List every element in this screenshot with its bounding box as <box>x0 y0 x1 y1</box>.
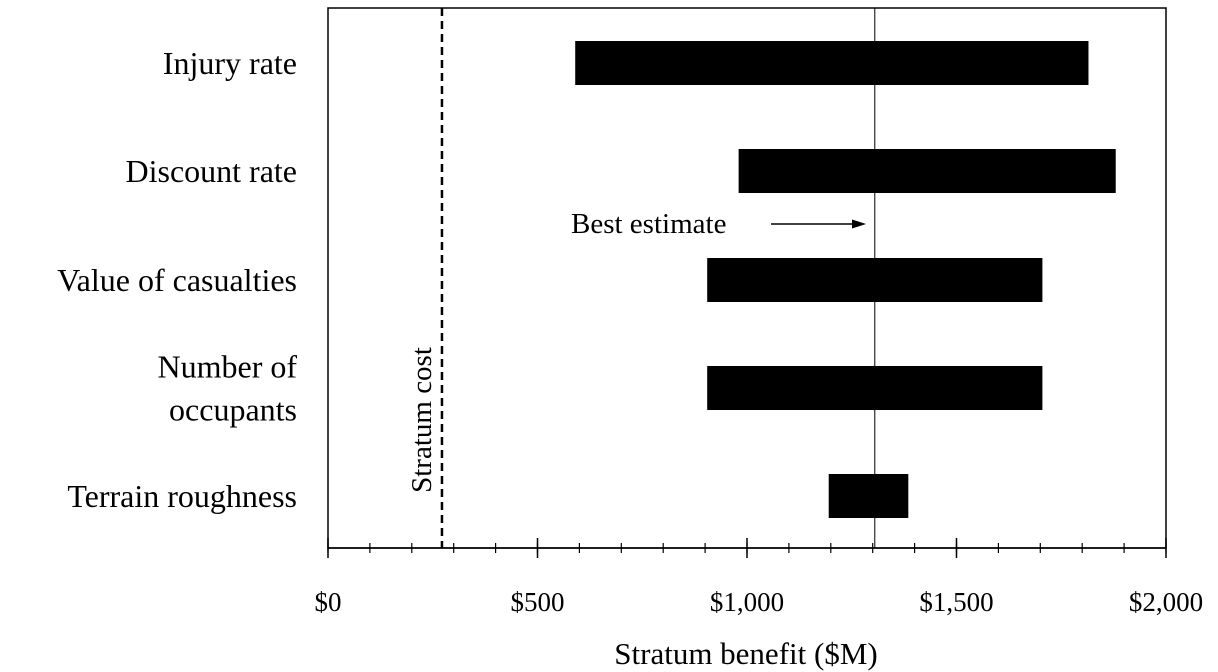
category-label: occupants <box>169 392 297 428</box>
x-tick-labels: $0 $500 $1,000 $1,500 $2,000 <box>315 587 1204 617</box>
range-bar <box>575 41 1089 85</box>
x-tick-label: $500 <box>511 587 565 617</box>
bars <box>575 41 1116 518</box>
x-tick-label: $2,000 <box>1129 587 1203 617</box>
category-label: Value of casualties <box>57 262 297 298</box>
best-estimate-arrow-head <box>852 219 866 229</box>
category-label: Injury rate <box>163 45 297 81</box>
best-estimate-label: Best estimate <box>571 208 726 240</box>
x-axis-title: Stratum benefit ($M) <box>614 636 877 671</box>
x-tick-label: $1,500 <box>919 587 993 617</box>
range-bar <box>707 258 1043 302</box>
category-label: Terrain roughness <box>67 478 297 514</box>
x-tick-label: $1,000 <box>710 587 784 617</box>
range-bar <box>828 474 909 518</box>
range-bar <box>707 366 1043 410</box>
category-label: Discount rate <box>126 153 298 189</box>
stratum-cost-label: Stratum cost <box>406 347 438 493</box>
x-tick-label: $0 <box>315 587 342 617</box>
category-label: Number of <box>157 349 297 385</box>
range-bar <box>738 149 1116 193</box>
category-labels: Injury rate Discount rate Value of casualt… <box>57 45 297 514</box>
